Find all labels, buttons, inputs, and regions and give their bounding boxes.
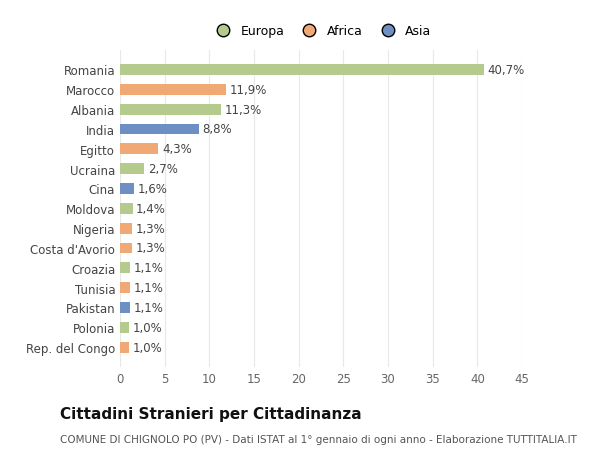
Legend: Europa, Africa, Asia: Europa, Africa, Asia (211, 25, 431, 38)
Text: Cittadini Stranieri per Cittadinanza: Cittadini Stranieri per Cittadinanza (60, 406, 362, 421)
Bar (120, 124, 199, 135)
Bar (120, 283, 130, 293)
Text: 1,4%: 1,4% (136, 202, 166, 215)
Text: 1,0%: 1,0% (133, 321, 162, 334)
Bar (120, 342, 129, 353)
Bar (120, 243, 131, 254)
Bar (120, 105, 221, 115)
Bar (120, 223, 131, 234)
Text: 1,1%: 1,1% (133, 301, 163, 314)
Bar (120, 322, 129, 333)
Text: 1,0%: 1,0% (133, 341, 162, 354)
Text: 1,1%: 1,1% (133, 262, 163, 274)
Bar (120, 302, 130, 313)
Bar (120, 65, 484, 76)
Text: 1,3%: 1,3% (135, 242, 165, 255)
Text: 2,7%: 2,7% (148, 163, 178, 176)
Text: COMUNE DI CHIGNOLO PO (PV) - Dati ISTAT al 1° gennaio di ogni anno - Elaborazion: COMUNE DI CHIGNOLO PO (PV) - Dati ISTAT … (60, 434, 577, 444)
Text: 8,8%: 8,8% (202, 123, 232, 136)
Bar (120, 84, 226, 95)
Text: 1,1%: 1,1% (133, 281, 163, 295)
Bar (120, 164, 144, 175)
Text: 40,7%: 40,7% (487, 64, 524, 77)
Bar (120, 263, 130, 274)
Text: 1,6%: 1,6% (138, 183, 168, 196)
Text: 11,3%: 11,3% (224, 103, 262, 117)
Text: 1,3%: 1,3% (135, 222, 165, 235)
Text: 11,9%: 11,9% (230, 84, 267, 96)
Bar (120, 144, 158, 155)
Text: 4,3%: 4,3% (162, 143, 192, 156)
Bar (120, 184, 134, 195)
Bar (120, 203, 133, 214)
